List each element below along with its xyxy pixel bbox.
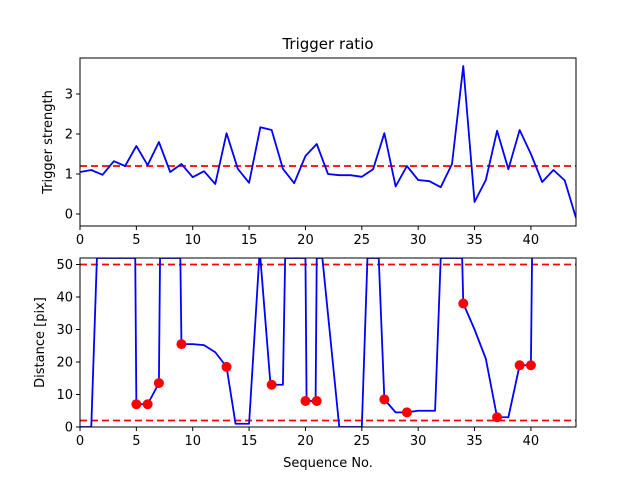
x-tick-label: 0 (76, 233, 84, 248)
data-point (492, 412, 503, 423)
x-tick-label: 5 (132, 233, 140, 248)
data-point (458, 298, 469, 309)
data-point (300, 396, 311, 406)
chart-2: 0 5 10 15 20 25 30 35 40 0 10 20 30 40 50 Sequence No. D… (33, 257, 577, 471)
y-axis-label: Distance [pix] (33, 297, 48, 388)
y-tick-label: 20 (56, 356, 73, 371)
y-tick-label: 1 (65, 168, 73, 183)
y-tick-label: 2 (65, 128, 73, 143)
x-tick-label: 10 (184, 233, 201, 248)
x-tick-label: 15 (241, 233, 258, 248)
y-tick-label: 3 (65, 88, 73, 103)
data-point (142, 399, 153, 410)
x-axis-label: Sequence No. (283, 456, 373, 471)
plot-area (80, 258, 576, 427)
y-tick-label: 30 (56, 323, 73, 338)
x-tick-label: 20 (297, 434, 314, 449)
axes-frame (79, 257, 577, 428)
x-tick-label: 0 (76, 434, 84, 449)
data-point (131, 399, 142, 410)
y-axis-label: Trigger strength (41, 90, 56, 195)
x-tick-label: 25 (354, 233, 371, 248)
data-point (379, 394, 390, 405)
series-line-1 (80, 65, 576, 219)
x-tick-label: 30 (410, 233, 427, 248)
data-point (311, 396, 322, 406)
data-point (176, 339, 187, 350)
x-tick-label: 30 (410, 434, 427, 449)
x-tick-label: 35 (466, 233, 483, 248)
y-tick-label: 50 (56, 258, 73, 273)
data-point (514, 360, 525, 371)
x-tick-label: 40 (523, 434, 540, 449)
x-tick-label: 20 (297, 233, 314, 248)
x-tick-label: 40 (523, 233, 540, 248)
y-tick-label: 0 (65, 421, 73, 436)
plot-background (80, 258, 576, 427)
data-point (153, 378, 164, 389)
x-tick-label: 5 (132, 434, 140, 449)
y-tick-label: 40 (56, 291, 73, 306)
plot-area (80, 65, 576, 219)
data-point (221, 361, 232, 372)
x-tick-label: 35 (466, 434, 483, 449)
x-tick-label: 25 (354, 434, 371, 449)
x-tick-label: 15 (241, 434, 258, 449)
y-tick-label: 0 (65, 208, 73, 223)
y-tick-label: 10 (56, 388, 73, 403)
data-point (266, 379, 277, 390)
axes-frame (79, 57, 577, 227)
x-tick-label: 10 (184, 434, 201, 449)
data-point (525, 360, 536, 371)
data-point (401, 407, 412, 418)
chart-title: Trigger ratio (281, 35, 373, 53)
